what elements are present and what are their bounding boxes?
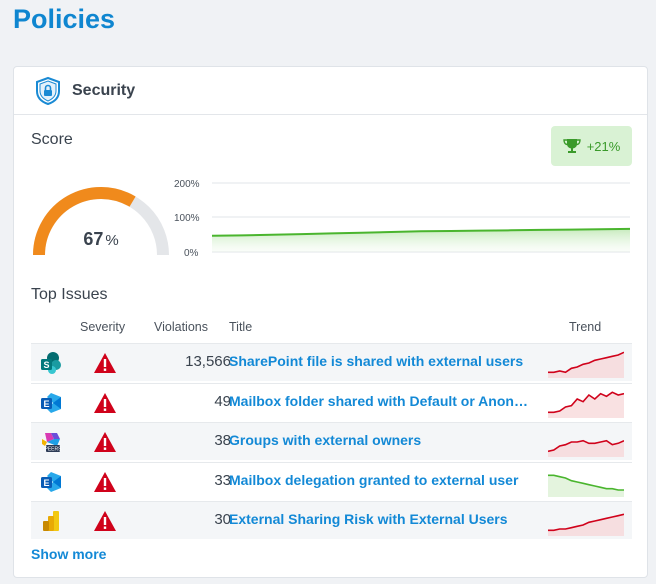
violations-count: 38 (214, 432, 231, 449)
sharepoint-icon: S (39, 351, 63, 375)
column-header-trend: Trend (569, 320, 602, 334)
svg-text:PEERS: PEERS (45, 447, 63, 453)
issue-trend-sparkline (548, 513, 624, 536)
issue-title-link[interactable]: SharePoint file is shared with external … (229, 353, 524, 369)
score-value: 67% (31, 229, 171, 250)
severity-warning-icon (93, 392, 117, 414)
violations-count: 13,566 (185, 353, 231, 370)
exchange-icon: E (39, 470, 63, 494)
column-header-violations: Violations (154, 320, 208, 334)
power-bi-icon (39, 509, 63, 533)
severity-warning-icon (93, 471, 117, 493)
issue-title-link[interactable]: Groups with external owners (229, 432, 422, 448)
trophy-icon (562, 139, 581, 153)
issue-row[interactable]: E 49 Mailbox folder shared with Default or… (31, 382, 632, 421)
issue-row[interactable]: 30 External Sharing Risk with External Us… (31, 501, 632, 539)
m365-groups-icon: PEERS (39, 430, 63, 454)
violations-count: 30 (214, 511, 231, 528)
svg-text:E: E (43, 399, 49, 409)
score-history-chart: 200% 100% 0% (174, 179, 631, 257)
svg-text:E: E (43, 478, 49, 488)
svg-text:S: S (43, 360, 49, 370)
security-card: Security Score +21% 67% 200% 100% 0% (13, 66, 648, 578)
axis-tick-100: 100% (174, 213, 200, 224)
column-header-severity: Severity (80, 320, 126, 334)
show-more-link[interactable]: Show more (31, 546, 107, 562)
score-history-area (212, 228, 630, 252)
issue-row[interactable]: PEERS 38 Groups with external owners (31, 422, 632, 460)
issue-trend-sparkline (548, 474, 624, 497)
issue-row[interactable]: E 33 Mailbox delegation granted to externa… (31, 461, 632, 500)
issue-trend-sparkline (548, 439, 624, 457)
score-history-line (211, 227, 631, 237)
violations-count: 49 (214, 392, 231, 410)
security-shield-icon (36, 76, 60, 105)
column-header-title: Title (229, 320, 253, 334)
trend-badge-value: +21% (586, 138, 621, 154)
severity-warning-icon (93, 510, 117, 532)
card-header: Security (14, 67, 647, 115)
page-title: Policies (13, 4, 116, 34)
axis-tick-200: 200% (174, 179, 200, 190)
axis-tick-0: 0% (184, 248, 199, 257)
violations-count: 33 (214, 471, 231, 489)
score-gauge-fill (33, 187, 136, 256)
issue-title-link[interactable]: Mailbox folder shared with Default or An… (229, 392, 534, 409)
score-gauge (33, 187, 169, 256)
score-unit: % (105, 232, 119, 249)
issue-trend-sparkline (548, 390, 624, 418)
score-number: 67 (83, 229, 104, 249)
top-issues-label: Top Issues (31, 286, 108, 303)
card-title: Security (72, 81, 136, 99)
exchange-icon: E (39, 391, 63, 415)
issue-trend-sparkline (548, 351, 624, 378)
issue-title-link[interactable]: Mailbox delegation granted to external u… (229, 471, 519, 488)
severity-warning-icon (93, 431, 117, 453)
score-trend-badge: +21% (551, 126, 632, 166)
issue-row[interactable]: S 13,566 SharePoint file is shared with ex… (31, 343, 632, 381)
score-label: Score (31, 131, 73, 148)
issue-title-link[interactable]: External Sharing Risk with External User… (229, 511, 508, 527)
severity-warning-icon (93, 352, 117, 374)
